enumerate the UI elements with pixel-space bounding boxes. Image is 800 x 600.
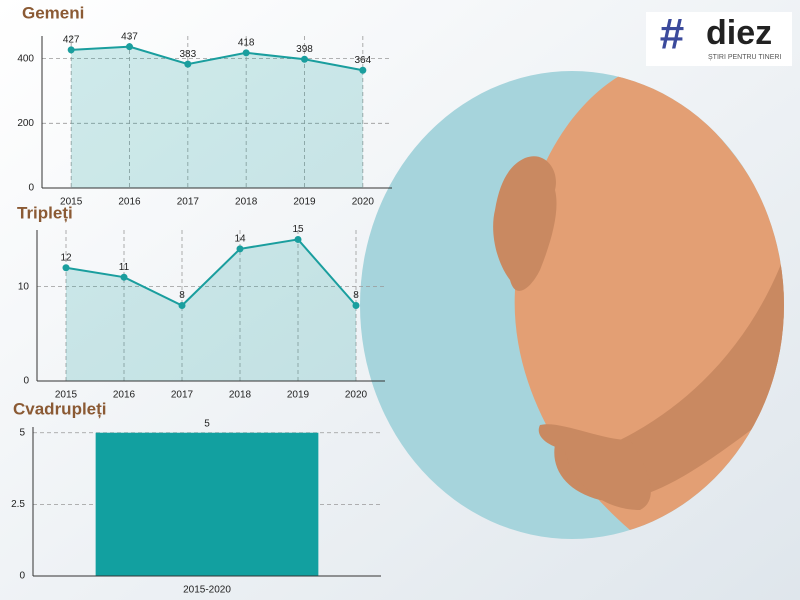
x-tick-label: 2016 <box>113 390 136 401</box>
point <box>120 273 128 281</box>
data-label: 398 <box>296 44 313 55</box>
x-tick-label: 2017 <box>171 390 194 401</box>
point <box>236 245 244 253</box>
logo: # diez ȘTIRI PENTRU TINERI <box>646 10 792 66</box>
point <box>359 66 367 74</box>
area <box>71 46 363 189</box>
data-label: 383 <box>179 49 196 60</box>
line <box>65 238 357 307</box>
point <box>62 264 70 272</box>
y-tick-label: 10 <box>18 281 30 292</box>
x-tick-label: 2019 <box>293 197 316 208</box>
data-label: 14 <box>234 234 246 245</box>
point <box>301 55 308 63</box>
y-tick-label: 0 <box>19 571 25 582</box>
point <box>352 302 360 309</box>
bar <box>95 432 319 576</box>
x-tick-label: 2018 <box>229 390 252 401</box>
area <box>66 239 356 381</box>
data-label: 12 <box>60 252 72 263</box>
x-tick-label: 2018 <box>235 197 258 208</box>
data-label: 5 <box>204 418 210 429</box>
x-tick-label: 2019 <box>287 390 310 401</box>
data-label: 437 <box>121 31 138 42</box>
chart-title: Tripleți <box>17 203 73 222</box>
data-label: 8 <box>179 290 185 301</box>
point <box>294 235 302 243</box>
data-label: 8 <box>353 290 359 301</box>
x-tick-label: 2015 <box>60 197 83 208</box>
data-label: 364 <box>354 55 371 66</box>
logo-hash: # <box>660 10 684 59</box>
illustration <box>360 71 784 539</box>
x-tick-label: 2017 <box>177 197 200 208</box>
y-tick-label: 0 <box>28 183 34 194</box>
line <box>71 45 364 72</box>
logo-name: diez <box>706 14 772 52</box>
data-label: 427 <box>63 35 80 46</box>
x-tick-label: 2015 <box>55 390 78 401</box>
point <box>126 43 133 51</box>
y-tick-label: 200 <box>17 118 34 129</box>
logo-tagline: ȘTIRI PENTRU TINERI <box>708 54 781 61</box>
data-label: 15 <box>292 224 304 235</box>
point <box>67 46 75 54</box>
chart-title: Cvadrupleți <box>13 399 107 418</box>
x-tick-label: 2016 <box>118 197 141 208</box>
point <box>184 60 192 68</box>
point <box>178 302 186 309</box>
y-tick-label: 400 <box>17 53 34 64</box>
y-tick-label: 0 <box>23 376 29 387</box>
data-label: 11 <box>119 262 130 273</box>
x-tick-label: 2015-2020 <box>183 585 231 596</box>
data-label: 418 <box>238 37 255 48</box>
chart-title: Gemeni <box>22 3 84 22</box>
x-tick-label: 2020 <box>345 390 368 401</box>
y-tick-label: 5 <box>19 427 25 438</box>
x-tick-label: 2020 <box>352 197 375 208</box>
point <box>242 49 250 57</box>
y-tick-label: 2.5 <box>11 499 25 510</box>
